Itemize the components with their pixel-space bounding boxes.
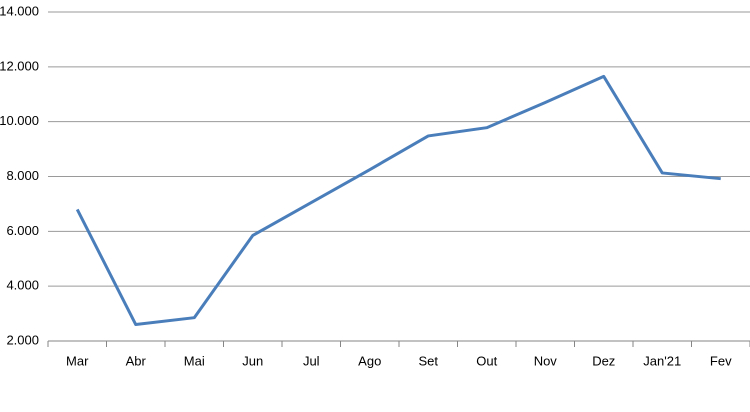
- x-tick-label: Out: [476, 353, 497, 368]
- x-tick-label: Fev: [710, 353, 732, 368]
- x-tick-label: Mar: [66, 353, 89, 368]
- y-tick-label: 6.000: [6, 223, 39, 238]
- x-tick-label: Mai: [184, 353, 205, 368]
- x-tick-label: Abr: [126, 353, 147, 368]
- x-tick-label: Set: [418, 353, 438, 368]
- x-tick-label: Jan'21: [643, 353, 681, 368]
- x-tick-label: Jul: [303, 353, 320, 368]
- y-tick-label: 12.000: [0, 58, 39, 73]
- line-series: [75, 74, 721, 327]
- x-tick-label: Ago: [358, 353, 381, 368]
- x-tick-label: Nov: [534, 353, 558, 368]
- y-tick-label: 2.000: [6, 332, 39, 347]
- y-tick-label: 14.000: [0, 3, 39, 18]
- x-tick-label: Dez: [592, 353, 615, 368]
- y-tick-label: 4.000: [6, 278, 39, 293]
- y-tick-label: 10.000: [0, 113, 39, 128]
- x-tick-label: Jun: [242, 353, 263, 368]
- y-tick-label: 8.000: [6, 168, 39, 183]
